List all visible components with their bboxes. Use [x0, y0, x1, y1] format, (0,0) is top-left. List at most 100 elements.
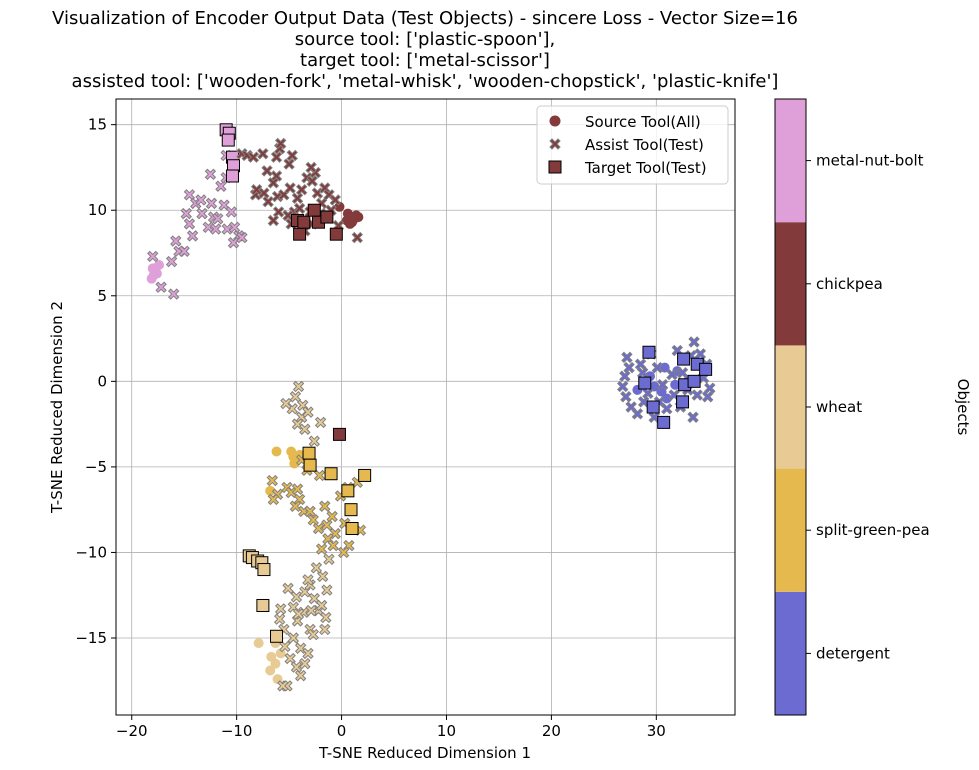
- assist-point: [636, 367, 649, 379]
- assist-point: [688, 336, 700, 348]
- assist-point: [262, 195, 274, 208]
- legend-marker-assist: [549, 138, 561, 150]
- cluster-metal-nut-bolt: [146, 123, 248, 300]
- legend-marker-source: [549, 115, 561, 127]
- assist-point: [183, 189, 196, 201]
- x-tick-label: 30: [647, 722, 666, 740]
- legend-label-source: Source Tool(All): [585, 113, 701, 131]
- target-point: [307, 203, 321, 217]
- colorbar-tick-label: chickpea: [816, 275, 883, 293]
- y-axis-label: T-SNE Reduced Dimension 2: [48, 301, 66, 514]
- assist-point: [642, 387, 654, 400]
- assist-point: [247, 151, 260, 163]
- assist-point: [621, 351, 633, 364]
- target-point: [642, 345, 656, 359]
- target-point: [303, 458, 317, 472]
- assist-point: [225, 206, 238, 218]
- y-axis-ticks: −15 −10 −5 0 5 10 15: [75, 116, 116, 647]
- assist-point: [279, 640, 291, 653]
- assist-point: [651, 361, 664, 374]
- assist-point: [170, 235, 182, 247]
- assist-point: [316, 570, 329, 583]
- source-point: [351, 210, 362, 221]
- assist-point: [319, 500, 331, 512]
- assist-point: [314, 416, 327, 429]
- assist-point: [294, 669, 307, 682]
- assist-point: [236, 231, 248, 244]
- target-point: [320, 210, 334, 224]
- assist-point: [196, 207, 208, 220]
- assist-point: [623, 361, 635, 374]
- cluster-split-green-pea: [265, 446, 372, 559]
- source-point: [342, 208, 353, 219]
- assist-point: [212, 213, 224, 225]
- source-point: [670, 379, 681, 390]
- assist-point: [306, 175, 318, 187]
- assist-point: [656, 379, 669, 391]
- assist-point: [315, 543, 328, 555]
- assist-point: [250, 183, 263, 196]
- source-point: [270, 658, 281, 669]
- x-tick-label: −10: [221, 722, 253, 740]
- assist-point: [209, 223, 222, 235]
- assist-point: [290, 661, 303, 673]
- y-tick-label: −5: [85, 458, 107, 476]
- colorbar-segment-detergent: [775, 591, 806, 715]
- colorbar-segment-metal-nut-bolt: [775, 99, 806, 223]
- assist-point: [270, 151, 283, 163]
- assist-point: [292, 380, 305, 393]
- assist-point: [327, 539, 339, 552]
- assist-point: [631, 408, 644, 420]
- assist-point: [284, 652, 296, 665]
- assist-point: [315, 599, 328, 612]
- source-point: [661, 393, 672, 404]
- assist-point: [283, 158, 295, 170]
- y-tick-label: 10: [88, 201, 107, 219]
- target-point: [257, 563, 271, 577]
- assist-point: [620, 391, 632, 403]
- assist-point: [287, 632, 300, 644]
- assist-point: [295, 183, 308, 196]
- assist-point: [302, 406, 314, 418]
- colorbar-segment-wheat: [775, 345, 806, 469]
- assist-point: [257, 148, 269, 160]
- assist-point: [326, 510, 338, 523]
- assist-point: [286, 149, 298, 162]
- assist-point: [307, 514, 319, 526]
- source-point: [253, 638, 264, 649]
- assist-point: [313, 469, 326, 482]
- assist-point: [215, 180, 227, 192]
- assist-point: [691, 389, 703, 401]
- assist-point: [266, 474, 279, 487]
- assist-point: [275, 137, 287, 150]
- legend-box: [536, 105, 729, 185]
- assist-point: [694, 348, 707, 360]
- y-tick-label: 15: [88, 116, 107, 134]
- assist-point: [291, 483, 304, 495]
- assist-point: [167, 288, 180, 300]
- colorbar-tick-label: metal-nut-bolt: [816, 152, 924, 170]
- target-point: [332, 427, 346, 441]
- assist-point: [284, 182, 296, 194]
- colorbar-segment-split-green-pea: [775, 468, 806, 592]
- y-tick-label: −10: [75, 543, 107, 561]
- target-point: [270, 629, 284, 643]
- assist-point: [178, 245, 190, 257]
- x-tick-label: 10: [437, 722, 456, 740]
- assist-point: [261, 165, 273, 177]
- colorbar: detergent split-green-pea wheat chickpea met…: [774, 98, 930, 716]
- x-tick-label: 20: [542, 722, 561, 740]
- x-axis-ticks: −20 −10 0 10 20 30: [116, 715, 666, 740]
- target-point: [657, 415, 671, 429]
- target-point: [677, 352, 691, 366]
- target-point: [638, 376, 652, 390]
- source-point: [265, 665, 276, 676]
- colorbar-tick-label: split-green-pea: [816, 521, 930, 539]
- assist-point: [304, 505, 316, 518]
- title-line-2: target tool: ['metal-scissor']: [300, 50, 550, 71]
- target-point: [358, 468, 372, 482]
- assist-point: [186, 230, 199, 242]
- assist-point: [290, 591, 303, 603]
- colorbar-tick-label: detergent: [816, 644, 890, 662]
